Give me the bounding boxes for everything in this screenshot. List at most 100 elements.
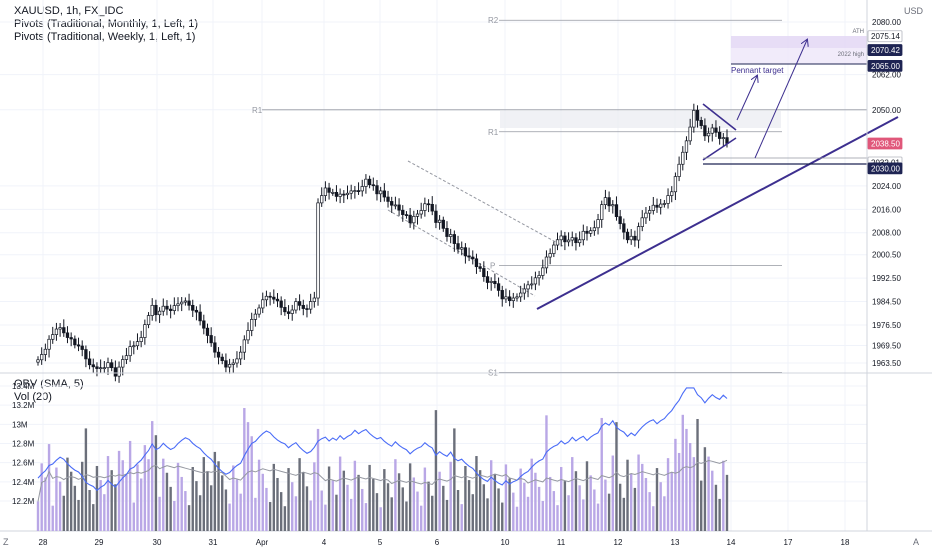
volume-bar <box>95 465 99 531</box>
volume-bar <box>545 415 548 531</box>
candle-body <box>670 191 674 196</box>
candle-body <box>467 255 471 258</box>
volume-bar <box>593 489 596 531</box>
volume-bar <box>51 505 54 531</box>
volume-bar <box>202 457 206 531</box>
volume-bar <box>419 505 423 531</box>
candle-body <box>253 313 258 320</box>
candle-body <box>666 195 670 204</box>
weekly-pivots-legend[interactable]: Pivots (Traditional, Weekly, 1, Left, 1) <box>14 31 196 43</box>
volume-legend[interactable]: Vol (20) <box>14 391 52 403</box>
volume-bar <box>88 490 91 531</box>
time-tick-label: 12 <box>614 538 623 547</box>
price-tick-label: 1992.50 <box>872 274 901 283</box>
candle-body <box>191 304 195 311</box>
volume-bar <box>209 485 213 531</box>
volume-bar <box>62 495 65 531</box>
pennant-lower <box>702 137 737 161</box>
volume-bar <box>291 482 294 531</box>
candle-body <box>334 192 339 197</box>
monthly-pivots-legend[interactable]: Pivots (Traditional, Monthly, 1, Left, 1… <box>14 18 199 30</box>
price-badge-label: 2038.50 <box>871 139 900 148</box>
candle-body <box>478 266 482 269</box>
volume-bar <box>412 477 416 531</box>
volume-bar <box>147 459 150 531</box>
candle-body <box>283 307 287 313</box>
volume-bar <box>431 495 434 531</box>
volume-bar <box>652 506 655 531</box>
candle-body <box>482 268 486 278</box>
volume-bar <box>298 458 301 531</box>
candle-body <box>445 228 449 237</box>
candle-body <box>183 300 188 303</box>
candle-body <box>500 290 504 300</box>
candle-body <box>415 213 420 217</box>
volume-bar <box>383 469 386 531</box>
volume-bar <box>268 502 272 531</box>
price-tick-label: 2016.00 <box>872 205 901 214</box>
candle-body <box>135 341 140 347</box>
volume-bar <box>379 507 382 531</box>
volume-bar <box>165 472 169 531</box>
pivot-label: R1 <box>252 106 263 115</box>
volume-bar <box>276 477 279 531</box>
volume-bar <box>633 487 637 531</box>
volume-bar <box>36 501 40 531</box>
volume-bar <box>84 428 88 531</box>
timezone-z-icon[interactable]: Z <box>3 537 9 547</box>
price-tick-label: 2050.00 <box>872 106 901 115</box>
volume-bar <box>707 456 710 531</box>
obv-legend[interactable]: OBV (SMA, 5) <box>14 378 84 390</box>
candle-body <box>168 308 173 311</box>
volume-bar <box>674 438 677 531</box>
candle-body <box>213 342 217 353</box>
candle-body <box>375 185 379 195</box>
volume-bar <box>722 460 725 531</box>
obv-tick-label: 13.4M <box>12 382 35 391</box>
price-tick-label: 2080.00 <box>872 18 901 27</box>
volume-bar <box>442 485 445 531</box>
price-badge <box>867 44 903 56</box>
volume-bar <box>677 452 681 531</box>
volume-bar <box>471 494 474 531</box>
volume-bar <box>548 476 552 531</box>
volume-bar <box>626 459 629 531</box>
volume-bar <box>279 492 283 531</box>
volume-bar <box>559 467 563 531</box>
volume-bar <box>143 445 147 531</box>
candle-body <box>279 300 283 308</box>
volume-bar <box>552 491 556 531</box>
volume-bar <box>117 450 121 531</box>
auto-scale-a-icon[interactable]: A <box>913 537 920 547</box>
candle-body <box>577 239 582 244</box>
volume-bar <box>73 485 77 531</box>
candle-body <box>548 253 552 258</box>
candle-body <box>268 295 272 298</box>
volume-bar <box>504 464 508 531</box>
candlesticks <box>36 103 729 383</box>
volume-bar <box>596 503 600 531</box>
candle-body <box>485 276 490 283</box>
candle-body <box>419 210 423 215</box>
time-tick-label: 5 <box>378 538 383 547</box>
volume-bar <box>239 493 242 531</box>
volume-bar <box>217 461 220 531</box>
candle-body <box>507 296 512 302</box>
candle-body <box>261 299 265 309</box>
candle-body <box>644 212 648 219</box>
volume-bar <box>309 500 312 531</box>
volume-bar <box>198 495 202 531</box>
time-tick-label: 10 <box>501 538 510 547</box>
candle-body <box>98 367 103 370</box>
channel-upper <box>407 160 564 247</box>
candle-body <box>393 204 398 207</box>
candle-body <box>651 204 655 211</box>
volume-bar <box>611 455 614 531</box>
volume-bar <box>416 491 419 531</box>
volume-bar <box>401 487 404 531</box>
candle-body <box>349 190 353 194</box>
candle-body <box>463 247 468 257</box>
currency-label: USD <box>904 6 924 16</box>
price-tick-label: 2008.00 <box>872 229 901 238</box>
